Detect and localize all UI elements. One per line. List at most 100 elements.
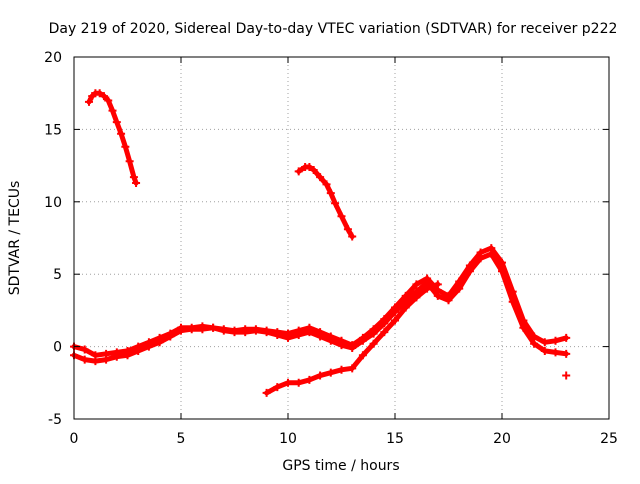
x-tick-label: 15 [386,431,404,447]
data-point [498,258,506,267]
data-point [305,375,314,384]
x-axis-label: GPS time / hours [282,458,399,474]
data-point [326,189,335,198]
data-point [108,106,117,115]
data-point [241,325,250,334]
x-tick-label: 20 [493,431,511,447]
data-point [144,338,153,347]
y-tick-label: -5 [48,412,62,428]
data-point [104,96,113,105]
data-point [134,342,143,351]
x-tick-label: 5 [177,431,186,447]
data-point [530,332,539,341]
data-point [369,339,378,348]
x-tick-label: 10 [279,431,297,447]
data-point [117,129,126,138]
data-point [380,328,389,337]
data-point [121,142,130,151]
data-point [273,328,282,337]
data-point [112,348,121,357]
data-point [465,261,474,270]
data-point [401,303,410,312]
data-point [316,371,325,380]
x-tick-label: 0 [70,431,79,447]
data-point [309,165,318,174]
y-tick-label: 15 [44,122,62,138]
chart-title: Day 219 of 2020, Sidereal Day-to-day VTE… [49,21,618,37]
series-arc-early [84,89,141,187]
data-point [358,351,367,360]
data-point [132,178,141,187]
series-track-main [70,249,571,366]
y-tick-label: 20 [44,50,62,66]
series-arc-mid [294,163,357,241]
data-point [125,157,134,166]
data-point [326,332,335,341]
data-point [326,368,335,377]
data-point [337,365,346,374]
data-point [423,274,432,283]
data-point [358,333,367,342]
y-tick-label: 0 [53,340,62,356]
data-point [380,315,389,324]
data-point [273,383,282,392]
data-point [219,325,228,334]
y-axis-label: SDTVAR / TECUs [7,181,23,296]
y-tick-label: 10 [44,195,62,211]
data-point [412,280,421,289]
data-point [391,303,399,312]
data-point [84,97,93,106]
data-point [423,284,432,293]
data-point [305,163,314,172]
data-point [331,199,340,208]
data-point [401,291,410,300]
data-point [337,336,346,345]
data-point [348,341,357,350]
data-point [262,326,271,335]
data-point [487,244,496,253]
data-point [262,388,271,397]
data-point [209,323,218,332]
data-point [562,371,571,380]
plot-frame [73,56,610,420]
data-point [166,329,175,338]
data-point [551,348,560,357]
data-point [540,346,549,355]
data-point [123,346,132,355]
data-point [284,378,292,387]
data-point [316,173,325,182]
data-point [562,349,571,358]
data-point [348,364,357,373]
data-point [294,326,303,335]
data-point [530,339,539,348]
grid [74,57,609,419]
data-point [433,280,442,289]
x-tick-label: 25 [600,431,618,447]
data-point [80,345,89,354]
data-point [540,338,549,347]
data-point [519,316,528,325]
data-point [102,349,111,358]
data-point [251,325,260,334]
data-point [80,355,89,364]
data-point [508,287,517,296]
data-point [369,325,378,334]
data-point [112,118,121,127]
data-point [99,92,108,101]
data-point [284,329,292,338]
data-point [551,336,560,345]
data-point [305,323,314,332]
data-point [155,333,164,342]
data-point [322,180,331,189]
data-point [562,333,571,342]
data-point [455,277,464,286]
series-layer [70,89,571,397]
ticks: 0 5 10 15 20 25 -5 0 5 10 15 20 [44,50,618,447]
series-track-parallel [70,244,571,360]
data-point [337,212,346,221]
data-point [444,291,453,300]
data-point [343,225,352,234]
data-point [91,351,100,360]
y-tick-label: 5 [53,267,62,283]
